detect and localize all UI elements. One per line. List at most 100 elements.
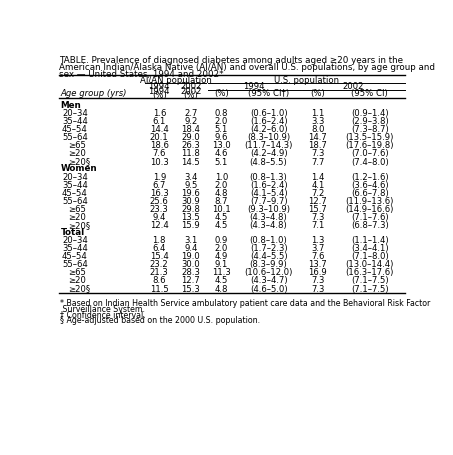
Text: (7.0–7.6): (7.0–7.6) (351, 149, 389, 158)
Text: (6.8–7.3): (6.8–7.3) (351, 221, 389, 230)
Text: (2.9–3.8): (2.9–3.8) (351, 117, 389, 126)
Text: 1994: 1994 (244, 82, 265, 91)
Text: 3.1: 3.1 (184, 236, 198, 245)
Text: 6.7: 6.7 (153, 181, 166, 190)
Text: (8.3–10.9): (8.3–10.9) (247, 133, 290, 142)
Text: (1.6–2.4): (1.6–2.4) (250, 117, 287, 126)
Text: 11.8: 11.8 (181, 149, 200, 158)
Text: 13.5: 13.5 (181, 213, 200, 222)
Text: 26.3: 26.3 (181, 142, 200, 150)
Text: 55–64: 55–64 (62, 197, 88, 206)
Text: 11.5: 11.5 (150, 284, 169, 293)
Text: 7.7: 7.7 (311, 157, 324, 167)
Text: 9.1: 9.1 (215, 260, 228, 269)
Text: (7.1–8.0): (7.1–8.0) (351, 252, 389, 261)
Text: Age group (yrs): Age group (yrs) (61, 89, 127, 98)
Text: (14.9–16.6): (14.9–16.6) (346, 205, 394, 214)
Text: 6.4: 6.4 (153, 244, 166, 253)
Text: 35–44: 35–44 (62, 244, 88, 253)
Text: (4.3–4.7): (4.3–4.7) (250, 277, 287, 285)
Text: (4.3–4.8): (4.3–4.8) (250, 213, 288, 222)
Text: 23.3: 23.3 (150, 205, 169, 214)
Text: (4.2–6.0): (4.2–6.0) (250, 125, 287, 134)
Text: 0.9: 0.9 (215, 236, 228, 245)
Text: 29.8: 29.8 (181, 205, 200, 214)
Text: (%): (%) (214, 89, 229, 98)
Text: (95% CI): (95% CI) (352, 89, 388, 98)
Text: 25.6: 25.6 (150, 197, 169, 206)
Text: (3.6–4.6): (3.6–4.6) (351, 181, 389, 190)
Text: 0.8: 0.8 (215, 109, 228, 118)
Text: 15.9: 15.9 (181, 221, 200, 230)
Text: 35–44: 35–44 (62, 117, 88, 126)
Text: 7.1: 7.1 (311, 221, 324, 230)
Text: (1.6–2.4): (1.6–2.4) (250, 181, 287, 190)
Text: (7.1–7.5): (7.1–7.5) (351, 284, 389, 293)
Text: (%): (%) (152, 91, 167, 100)
Text: ≥20§: ≥20§ (68, 157, 91, 167)
Text: TABLE. Prevalence of diagnosed diabetes among adults aged ≥20 years in the: TABLE. Prevalence of diagnosed diabetes … (59, 56, 403, 65)
Text: (0.8–1.3): (0.8–1.3) (250, 172, 288, 182)
Text: Men: Men (61, 101, 81, 110)
Text: 1.9: 1.9 (153, 172, 166, 182)
Text: (0.8–1.0): (0.8–1.0) (250, 236, 288, 245)
Text: 19.6: 19.6 (181, 189, 200, 198)
Text: 1.3: 1.3 (311, 236, 324, 245)
Text: Surveillance System.: Surveillance System. (61, 305, 145, 314)
Text: 5.1: 5.1 (215, 125, 228, 134)
Text: Total: Total (61, 228, 85, 237)
Text: (4.1–5.4): (4.1–5.4) (250, 189, 287, 198)
Text: 12.4: 12.4 (150, 221, 169, 230)
Text: 7.6: 7.6 (311, 252, 324, 261)
Text: 9.5: 9.5 (184, 181, 198, 190)
Text: 1994: 1994 (149, 87, 170, 96)
Text: 45–54: 45–54 (62, 125, 88, 134)
Text: 11.3: 11.3 (212, 268, 231, 278)
Text: (4.2–4.9): (4.2–4.9) (250, 149, 287, 158)
Text: 4.8: 4.8 (215, 284, 228, 293)
Text: 29.0: 29.0 (181, 133, 200, 142)
Text: (13.5–15.9): (13.5–15.9) (346, 133, 394, 142)
Text: (7.4–8.0): (7.4–8.0) (351, 157, 389, 167)
Text: 20.1: 20.1 (150, 133, 169, 142)
Text: 7.2: 7.2 (311, 189, 324, 198)
Text: 8.0: 8.0 (311, 125, 324, 134)
Text: * Based on Indian Health Service ambulatory patient care data and the Behavioral: * Based on Indian Health Service ambulat… (61, 299, 431, 308)
Text: 2002: 2002 (180, 87, 202, 96)
Text: 2.0: 2.0 (215, 244, 228, 253)
Text: 9.2: 9.2 (184, 117, 198, 126)
Text: (4.4–5.5): (4.4–5.5) (250, 252, 287, 261)
Text: (7.3–8.7): (7.3–8.7) (351, 125, 389, 134)
Text: 14.5: 14.5 (181, 157, 200, 167)
Text: 8.7: 8.7 (215, 197, 228, 206)
Text: AI/AN population: AI/AN population (140, 76, 212, 85)
Text: (9.3–10.9): (9.3–10.9) (247, 205, 290, 214)
Text: 6.1: 6.1 (153, 117, 166, 126)
Text: ≥20: ≥20 (68, 277, 86, 285)
Text: 18.4: 18.4 (181, 125, 200, 134)
Text: (%): (%) (183, 91, 198, 100)
Text: American Indian/Alaska Native (AI/AN) and overall U.S. populations, by age group: American Indian/Alaska Native (AI/AN) an… (59, 63, 435, 72)
Text: (16.3–17.6): (16.3–17.6) (346, 268, 394, 278)
Text: ≥20§: ≥20§ (68, 221, 91, 230)
Text: (4.3–4.8): (4.3–4.8) (250, 221, 288, 230)
Text: 4.5: 4.5 (215, 221, 228, 230)
Text: 18.6: 18.6 (150, 142, 169, 150)
Text: Women: Women (61, 164, 97, 173)
Text: 2.0: 2.0 (215, 181, 228, 190)
Text: (8.3–9.9): (8.3–9.9) (250, 260, 288, 269)
Text: 3.7: 3.7 (311, 244, 324, 253)
Text: 14.7: 14.7 (308, 133, 327, 142)
Text: 1.0: 1.0 (215, 172, 228, 182)
Text: 2002: 2002 (343, 82, 364, 91)
Text: (11.9–13.6): (11.9–13.6) (346, 197, 394, 206)
Text: (3.4–4.1): (3.4–4.1) (351, 244, 389, 253)
Text: (10.6–12.0): (10.6–12.0) (245, 268, 293, 278)
Text: (6.6–7.8): (6.6–7.8) (351, 189, 389, 198)
Text: sex — United States, 1994 and 2002*: sex — United States, 1994 and 2002* (59, 70, 224, 79)
Text: 4.6: 4.6 (215, 149, 228, 158)
Text: 55–64: 55–64 (62, 260, 88, 269)
Text: ≥65: ≥65 (68, 268, 86, 278)
Text: 35–44: 35–44 (62, 181, 88, 190)
Text: (1.2–1.6): (1.2–1.6) (351, 172, 389, 182)
